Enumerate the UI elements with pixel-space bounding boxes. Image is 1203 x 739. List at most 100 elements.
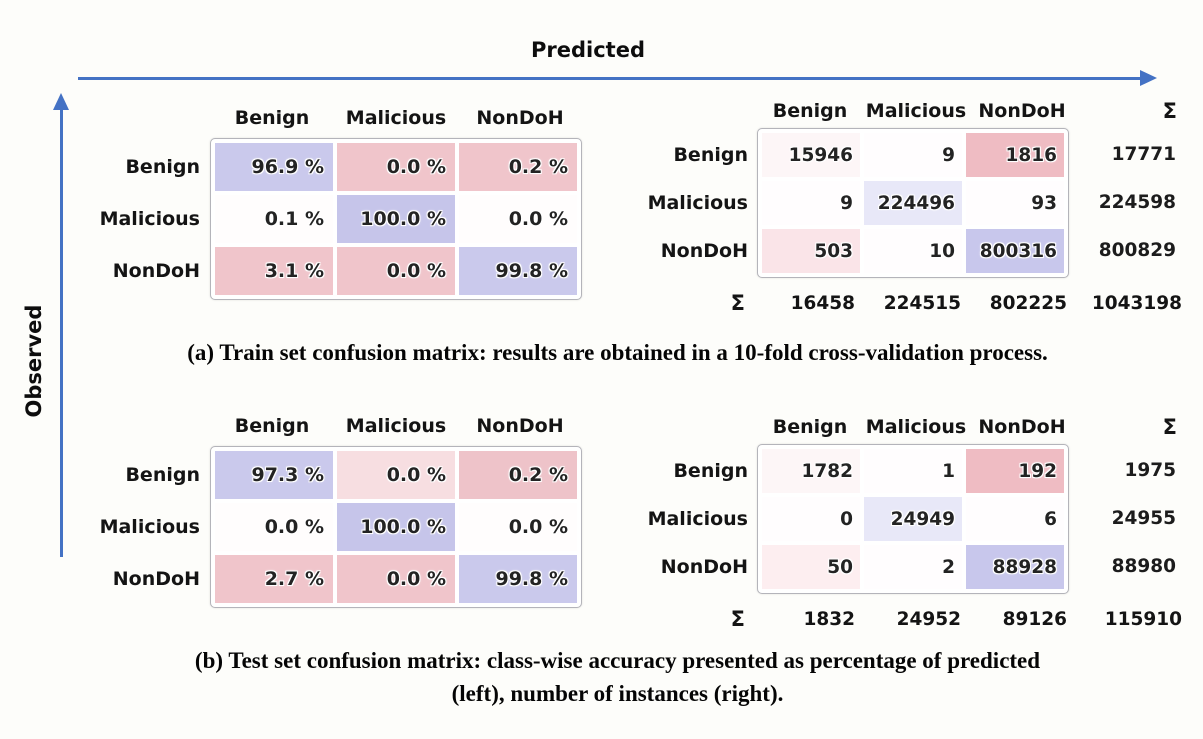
- row-header-nondoh: NonDoH: [112, 568, 200, 590]
- cell-value: 2: [942, 556, 955, 578]
- matrix-cell: 99.8 %: [459, 247, 577, 295]
- matrix-cell: 3.1 %: [215, 247, 333, 295]
- cell-value: 93: [1031, 192, 1057, 214]
- cell-value: 192: [1018, 460, 1057, 482]
- test-counts-matrix: Benign Malicious NonDoH Σ Benign Malicio…: [640, 410, 1187, 636]
- cell-value: 2.7 %: [264, 568, 324, 590]
- matrix-cell: 88928: [966, 545, 1064, 589]
- matrix-grid-border: 15946 9 1816 9 224496 93 503 10 800316: [757, 128, 1069, 278]
- cell-value: 0.0 %: [386, 464, 446, 486]
- row-header-benign: Benign: [673, 460, 748, 482]
- cell-value: 6: [1044, 508, 1057, 530]
- matrix-cell: 1782: [762, 449, 860, 493]
- cell-value: 9: [840, 192, 853, 214]
- predicted-axis-arrow-line: [78, 77, 1142, 80]
- matrix-cell: 192: [966, 449, 1064, 493]
- matrix-cell: 9: [762, 181, 860, 225]
- matrix-cell: 96.9 %: [215, 143, 333, 191]
- cell-value: 1: [942, 460, 955, 482]
- test-counts-column-headers: Benign Malicious NonDoH Σ: [640, 410, 1187, 444]
- test-percent-matrix: Benign Malicious NonDoH Benign Malicious…: [85, 406, 582, 608]
- matrix-cell: 0.0 %: [215, 503, 333, 551]
- col-sum: 16458: [790, 292, 855, 314]
- cell-value: 10: [929, 240, 955, 262]
- matrix-cell: 2: [864, 545, 962, 589]
- matrix-cell: 800316: [966, 229, 1064, 273]
- train-row-sums: 17771 224598 800829: [1069, 128, 1181, 278]
- matrix-cell: 93: [966, 181, 1064, 225]
- matrix-cell: 24949: [864, 497, 962, 541]
- col-header-nondoh: NonDoH: [978, 416, 1066, 438]
- cell-value: 1782: [801, 460, 854, 482]
- cell-value: 0: [840, 508, 853, 530]
- cell-value: 88928: [992, 556, 1057, 578]
- cell-value: 0.2 %: [508, 464, 568, 486]
- cell-value: 100.0 %: [360, 208, 446, 230]
- col-sum: 24952: [896, 608, 961, 630]
- col-header-benign: Benign: [772, 416, 848, 438]
- matrix-cell: 0.0 %: [337, 247, 455, 295]
- col-header-benign: Benign: [772, 100, 848, 122]
- train-percent-column-headers: Benign Malicious NonDoH: [85, 98, 582, 138]
- cell-value: 9: [942, 144, 955, 166]
- matrix-cell: 100.0 %: [337, 503, 455, 551]
- test-percent-column-headers: Benign Malicious NonDoH: [85, 406, 582, 446]
- cell-value: 97.3 %: [251, 464, 324, 486]
- cell-value: 0.0 %: [386, 156, 446, 178]
- row-sum: 800829: [1098, 240, 1176, 261]
- caption-line: (b) Test set confusion matrix: class-wis…: [194, 648, 1041, 673]
- col-header-nondoh: NonDoH: [978, 100, 1066, 122]
- col-header-benign: Benign: [234, 415, 310, 437]
- col-sum: 89126: [1002, 608, 1067, 630]
- cell-value: 0.1 %: [264, 208, 324, 230]
- row-header-benign: Benign: [125, 156, 200, 178]
- cell-value: 503: [814, 240, 853, 262]
- train-percent-row-headers: Benign Malicious NonDoH: [85, 138, 210, 300]
- matrix-cell: 10: [864, 229, 962, 273]
- matrix-cell: 15946: [762, 133, 860, 177]
- sum-column-header: Σ: [1162, 99, 1177, 123]
- matrix-cell: 0.2 %: [459, 143, 577, 191]
- test-row-sums: 1975 24955 88980: [1069, 444, 1181, 594]
- sum-column-header: Σ: [1162, 415, 1177, 439]
- row-header-nondoh: NonDoH: [112, 260, 200, 282]
- observed-axis-arrowhead-icon: [53, 93, 69, 110]
- cell-value: 1816: [1005, 144, 1058, 166]
- cell-value: 800316: [979, 240, 1057, 262]
- row-header-nondoh: NonDoH: [660, 240, 748, 262]
- cell-value: 0.0 %: [386, 568, 446, 590]
- matrix-cell: 0.0 %: [337, 451, 455, 499]
- row-header-malicious: Malicious: [99, 516, 200, 538]
- matrix-cell: 6: [966, 497, 1064, 541]
- row-header-malicious: Malicious: [99, 208, 200, 230]
- train-percent-matrix: Benign Malicious NonDoH Benign Malicious…: [85, 98, 582, 300]
- row-sum: 88980: [1111, 556, 1176, 577]
- sum-row-header: Σ: [730, 291, 745, 315]
- cell-value: 100.0 %: [360, 516, 446, 538]
- col-header-malicious: Malicious: [345, 107, 447, 129]
- matrix-cell: 9: [864, 133, 962, 177]
- col-header-malicious: Malicious: [865, 416, 967, 438]
- col-header-nondoh: NonDoH: [476, 415, 564, 437]
- sum-row-header: Σ: [730, 607, 745, 631]
- row-sum: 17771: [1111, 144, 1176, 165]
- col-sum: 224515: [883, 292, 961, 314]
- matrix-cell: 0.2 %: [459, 451, 577, 499]
- matrix-cell: 0.0 %: [459, 195, 577, 243]
- matrix-cell: 97.3 %: [215, 451, 333, 499]
- test-counts-row-headers: Benign Malicious NonDoH: [640, 444, 757, 594]
- grand-total: 115910: [1104, 608, 1182, 630]
- grand-total: 1043198: [1091, 292, 1182, 314]
- cell-value: 50: [827, 556, 853, 578]
- col-header-benign: Benign: [234, 107, 310, 129]
- row-sum: 24955: [1111, 508, 1176, 529]
- train-counts-row-headers: Benign Malicious NonDoH: [640, 128, 757, 278]
- cell-value: 24949: [890, 508, 955, 530]
- cell-value: 0.2 %: [508, 156, 568, 178]
- row-header-benign: Benign: [125, 464, 200, 486]
- matrix-cell: 0.0 %: [337, 555, 455, 603]
- train-counts-column-headers: Benign Malicious NonDoH Σ: [640, 94, 1187, 128]
- matrix-grid-border: 97.3 % 0.0 % 0.2 % 0.0 % 100.0 % 0.0 % 2…: [210, 446, 582, 608]
- row-sum: 224598: [1098, 192, 1176, 213]
- train-counts-matrix: Benign Malicious NonDoH Σ Benign Malicio…: [640, 94, 1187, 320]
